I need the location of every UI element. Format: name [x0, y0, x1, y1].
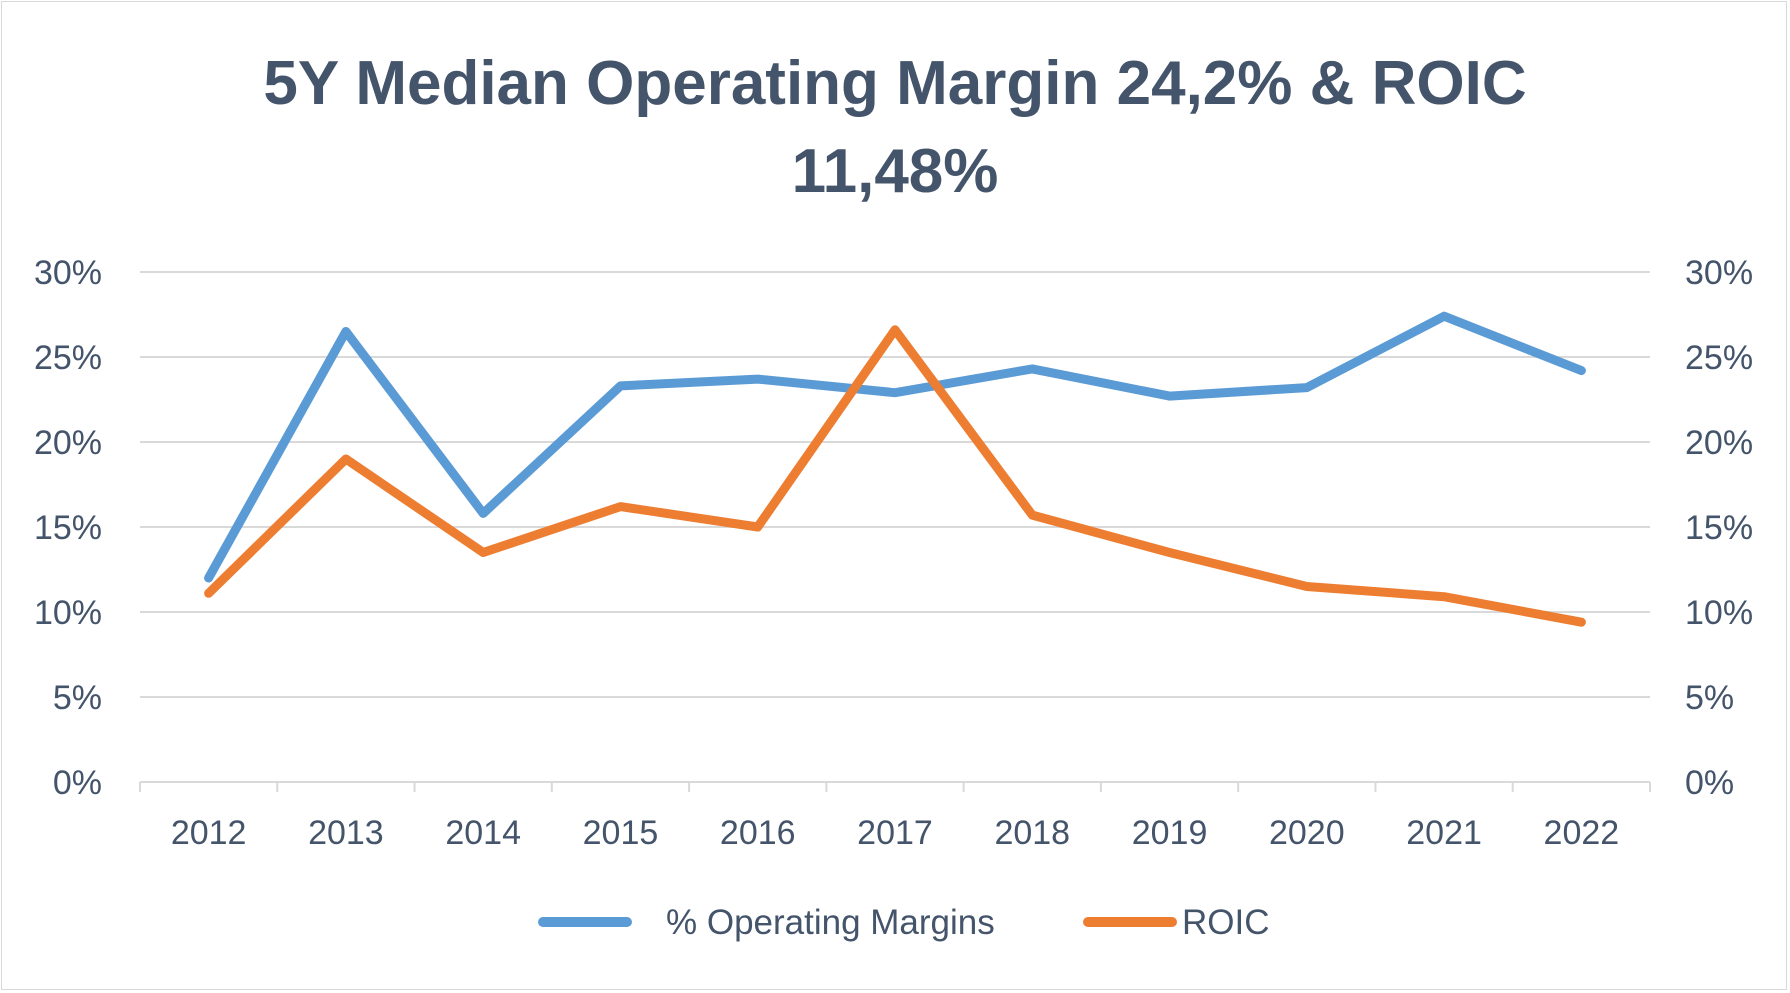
series-line-0 — [204, 311, 1586, 583]
y-axis-right: 0% 5% 10% 15% 20% 25% 30% — [1685, 254, 1753, 802]
legend: % Operating Margins ROIC — [538, 903, 1270, 942]
y-tick-label: 25% — [34, 339, 102, 377]
y-tick-label: 30% — [34, 254, 102, 292]
y-tick-label: 10% — [34, 594, 102, 632]
x-tick-label: 2021 — [1406, 814, 1482, 852]
y2-tick-label: 15% — [1685, 509, 1753, 547]
y-tick-label: 15% — [34, 509, 102, 547]
gridlines — [140, 271, 1650, 698]
series-lines — [204, 311, 1586, 627]
x-axis: 2012 2013 2014 2015 2016 2017 2018 2019 2020 2021… — [139, 781, 1651, 852]
y-tick-label: 20% — [34, 424, 102, 462]
legend-label-0: % Operating Margins — [666, 903, 995, 942]
chart-title-line2: 11,48% — [791, 137, 999, 206]
y2-tick-label: 20% — [1685, 424, 1753, 462]
chart-title: 5Y Median Operating Margin 24,2% & ROIC … — [0, 40, 1790, 216]
y2-tick-label: 30% — [1685, 254, 1753, 292]
series-line-1 — [204, 325, 1586, 627]
chart-title-line1: 5Y Median Operating Margin 24,2% & ROIC — [263, 49, 1527, 118]
x-tick-label: 2012 — [171, 814, 247, 852]
x-tick-label: 2017 — [857, 814, 933, 852]
y-tick-label: 0% — [53, 764, 102, 802]
y2-tick-label: 10% — [1685, 594, 1753, 632]
y2-tick-label: 5% — [1685, 679, 1734, 717]
y-tick-label: 5% — [53, 679, 102, 717]
x-tick-label: 2014 — [445, 814, 521, 852]
y-axis-left: 0% 5% 10% 15% 20% 25% 30% — [34, 254, 102, 802]
x-tick-label: 2013 — [308, 814, 384, 852]
y2-tick-label: 25% — [1685, 339, 1753, 377]
x-tick-label: 2020 — [1269, 814, 1345, 852]
legend-label-1: ROIC — [1182, 903, 1270, 942]
x-tick-label: 2022 — [1544, 814, 1620, 852]
x-tick-label: 2019 — [1132, 814, 1208, 852]
y2-tick-label: 0% — [1685, 764, 1734, 802]
x-tick-label: 2015 — [583, 814, 659, 852]
x-tick-label: 2016 — [720, 814, 796, 852]
x-tick-label: 2018 — [994, 814, 1070, 852]
